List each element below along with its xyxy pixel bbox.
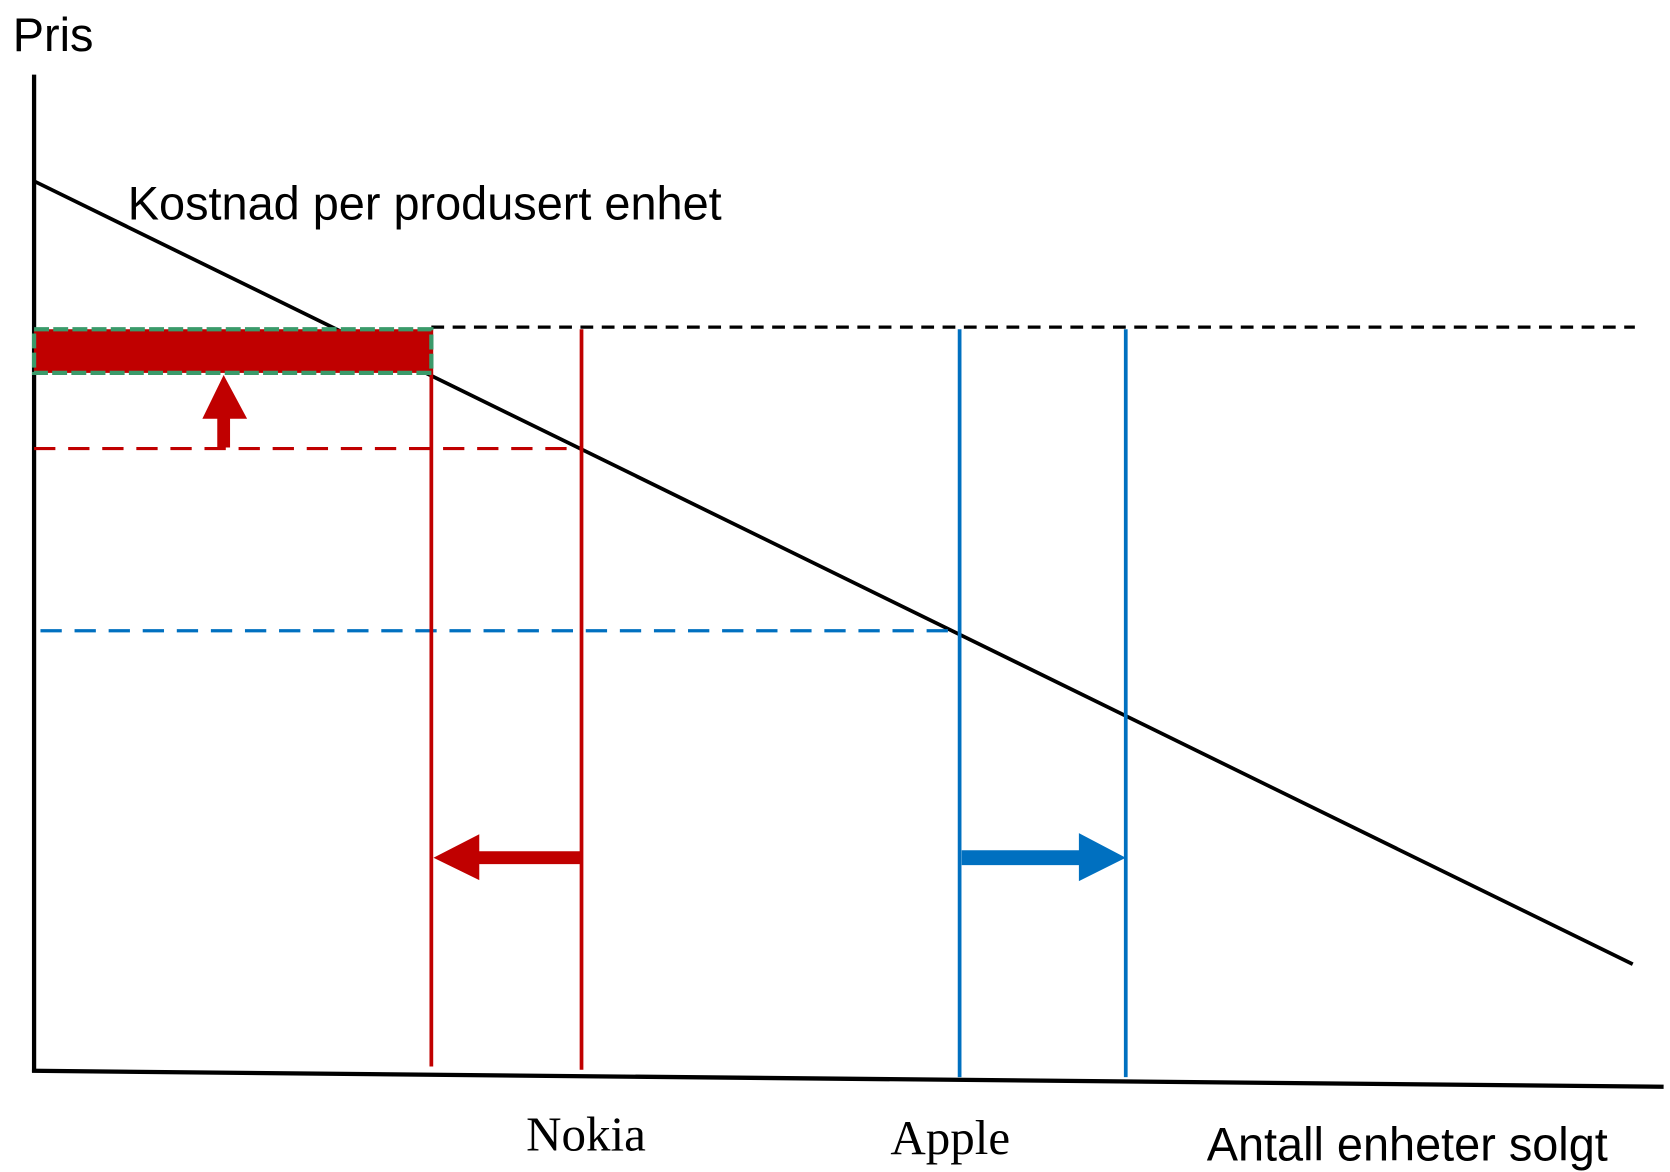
loss-bar — [31, 327, 434, 376]
up-arrow — [202, 375, 248, 448]
company-label: Apple — [890, 1110, 1010, 1165]
x-axis-label: Antall enheter solgt — [1207, 1118, 1608, 1170]
y-axis-label: Pris — [13, 9, 94, 61]
x-axis — [31, 1068, 1664, 1089]
cost-line — [33, 179, 1634, 966]
nokia-arrow — [433, 834, 582, 881]
apple-arrow — [961, 833, 1126, 882]
company-label: Nokia — [526, 1107, 646, 1162]
curve-label: Kostnad per produsert enhet — [128, 177, 722, 229]
